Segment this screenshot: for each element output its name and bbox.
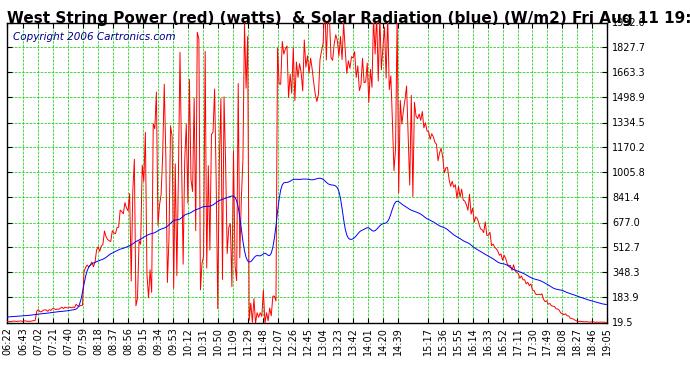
Text: West String Power (red) (watts)  & Solar Radiation (blue) (W/m2) Fri Aug 11 19:2: West String Power (red) (watts) & Solar …	[7, 11, 690, 26]
Text: Copyright 2006 Cartronics.com: Copyright 2006 Cartronics.com	[13, 32, 175, 42]
